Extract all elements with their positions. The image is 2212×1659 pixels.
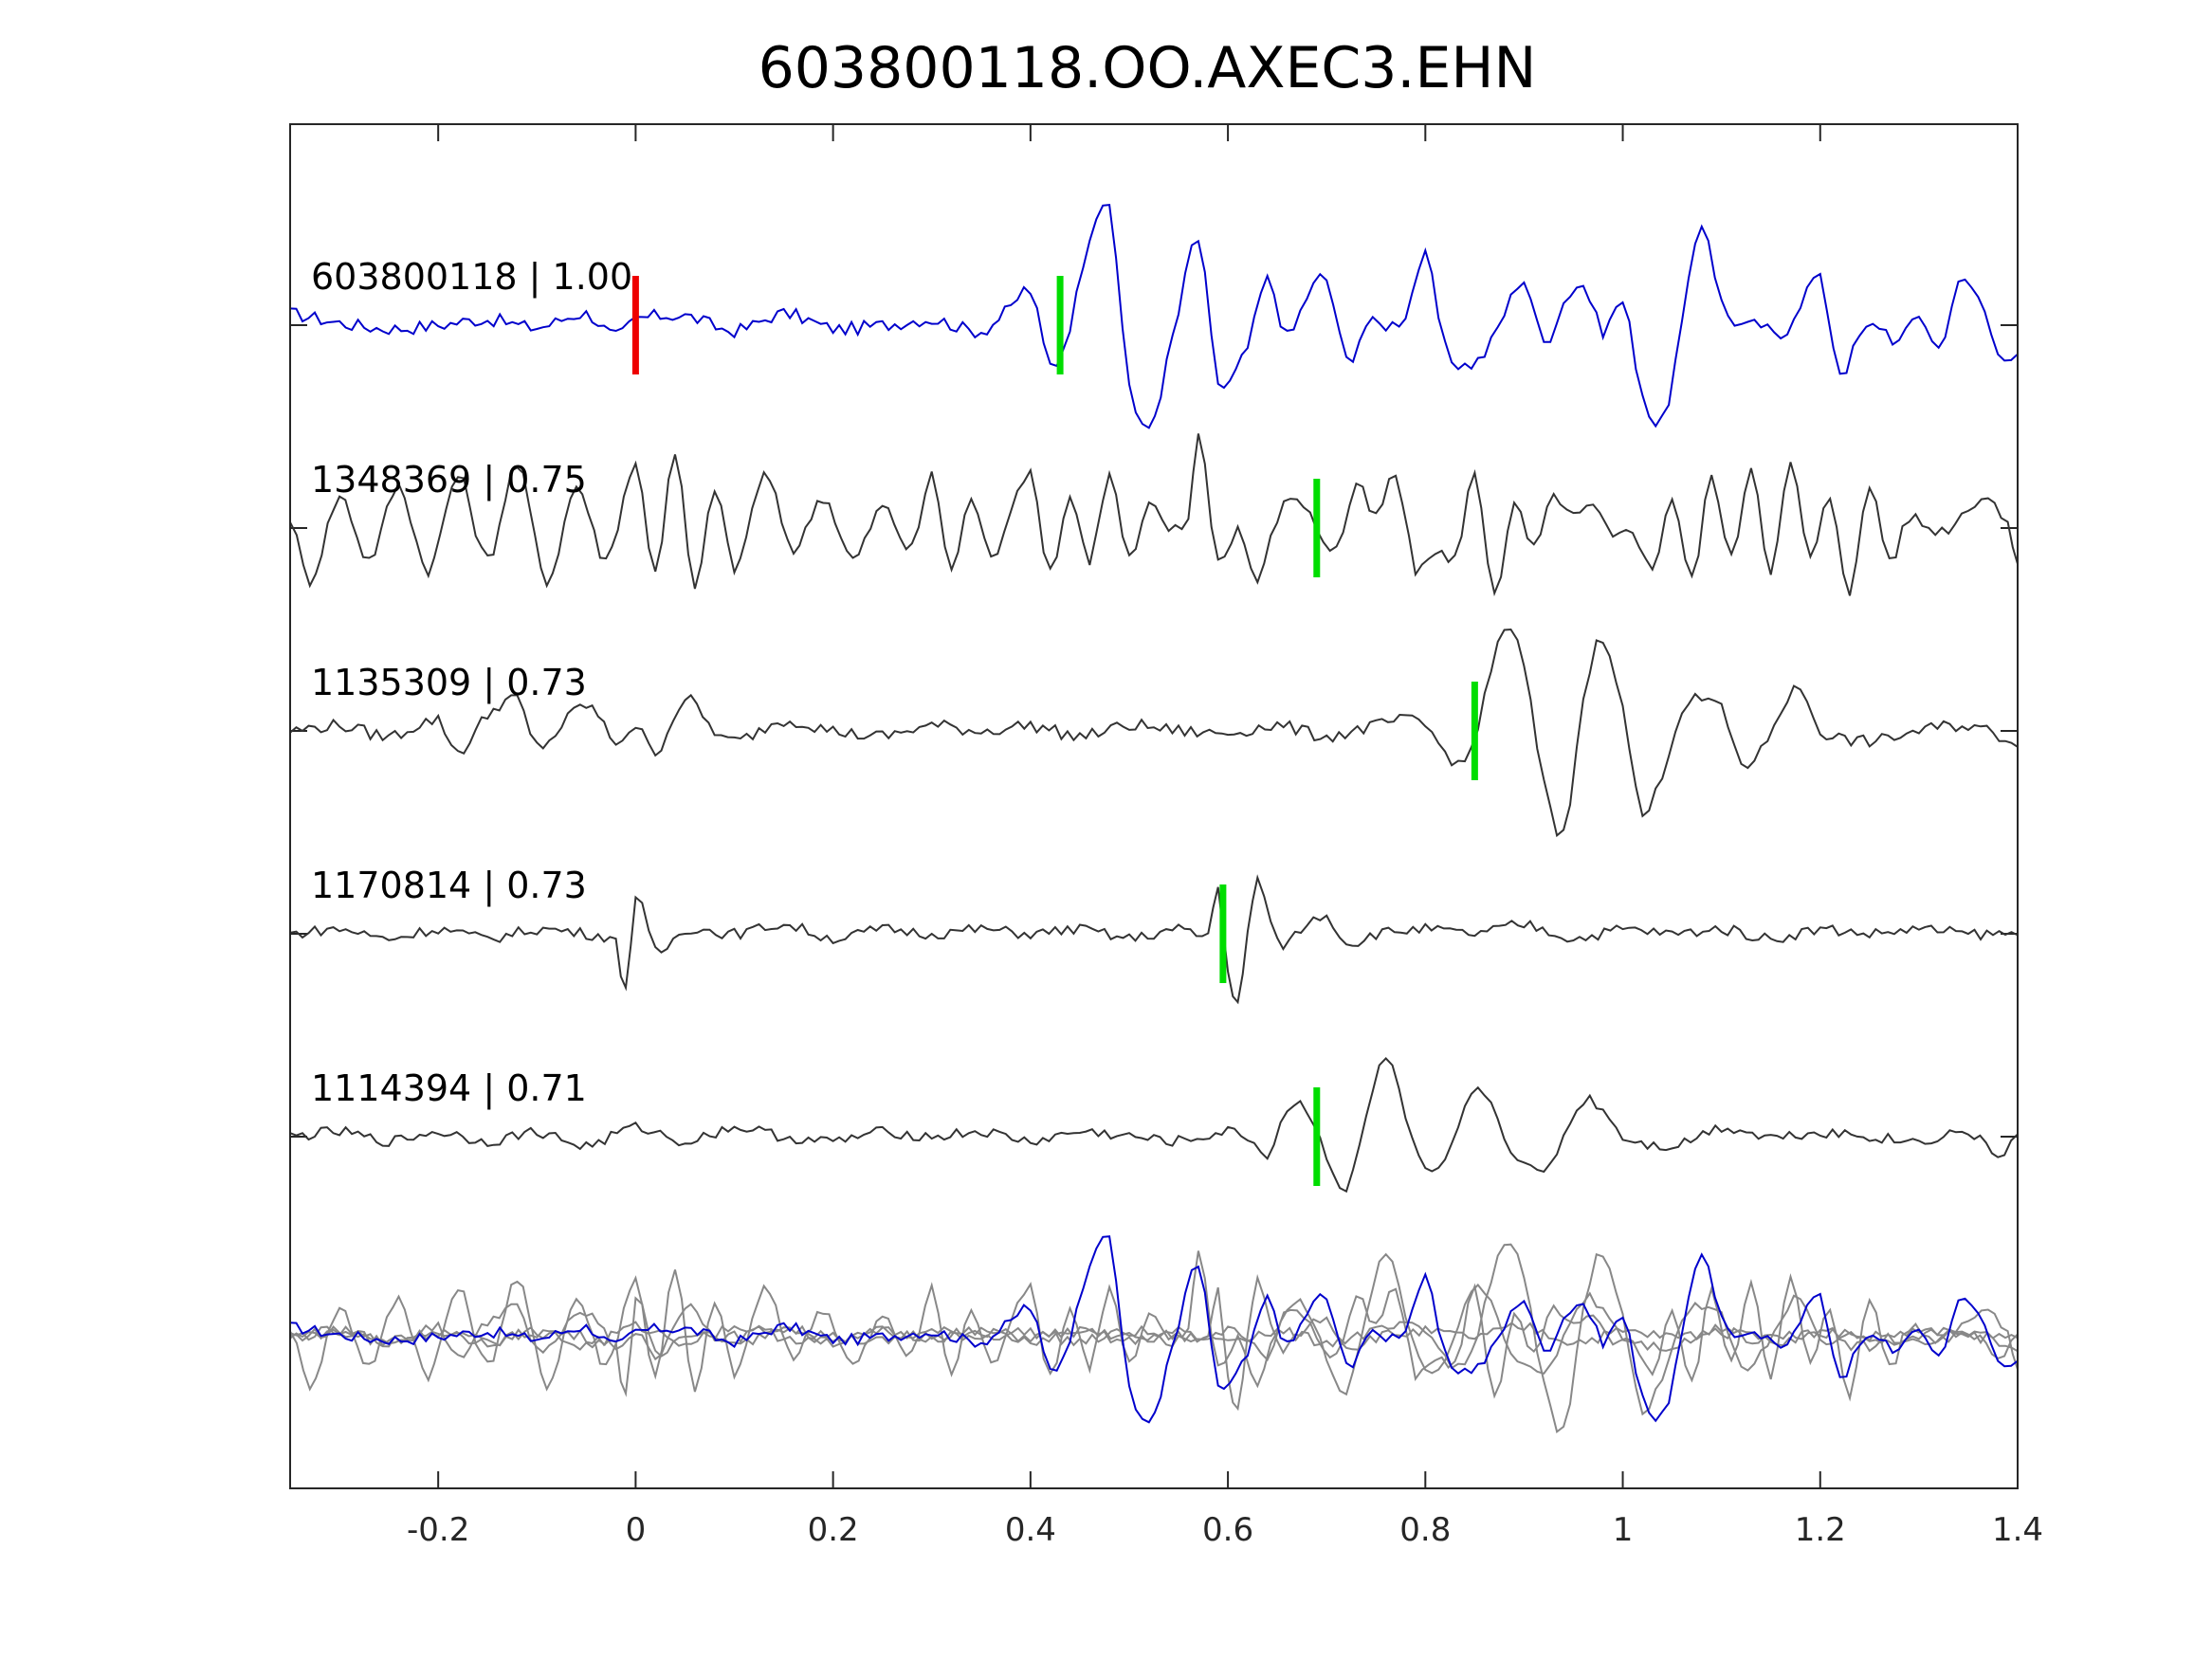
plot-area: 603800118 | 1.00 1348369 | 0.75 1135309 | … <box>289 204 2019 1434</box>
x-axis: -0.2 0 0.2 0.4 0.6 0.8 1 1.2 1.4 <box>407 124 2043 1549</box>
x-tick-label: 1 <box>1613 1511 1634 1549</box>
x-tick-label: 1.2 <box>1795 1511 1846 1549</box>
trace-line-1 <box>289 433 2019 597</box>
overlay-trace-2 <box>289 1243 2019 1434</box>
trace-label-4: 1114394 | 0.71 <box>311 1067 587 1110</box>
x-tick-label: 0.2 <box>808 1511 859 1549</box>
chart-title: 603800118.OO.AXEC3.EHN <box>759 35 1537 101</box>
x-tick-label: 0.4 <box>1005 1511 1056 1549</box>
trace-label-3: 1170814 | 0.73 <box>311 865 587 907</box>
trace-line-4 <box>289 1056 2019 1194</box>
axes-frame <box>289 123 2019 1489</box>
x-tick-label: 0.6 <box>1202 1511 1253 1549</box>
trace-line-3 <box>289 874 2019 1005</box>
trace-line-0 <box>289 204 2019 429</box>
x-tick-label: 0.8 <box>1399 1511 1451 1549</box>
trace-label-0: 603800118 | 1.00 <box>311 256 632 299</box>
x-tick-label: 1.4 <box>1992 1511 2043 1549</box>
overlay-trace-3 <box>289 1273 2019 1412</box>
x-tick-label: -0.2 <box>407 1511 469 1549</box>
trace-label-1: 1348369 | 0.75 <box>311 459 587 501</box>
trace-line-2 <box>289 628 2019 838</box>
overlay-trace-1 <box>289 1250 2019 1402</box>
overlay-trace-4 <box>289 1252 2019 1396</box>
overlay-trace-0 <box>289 1235 2019 1424</box>
trace-label-2: 1135309 | 0.73 <box>311 662 587 704</box>
x-tick-label: 0 <box>626 1511 647 1549</box>
